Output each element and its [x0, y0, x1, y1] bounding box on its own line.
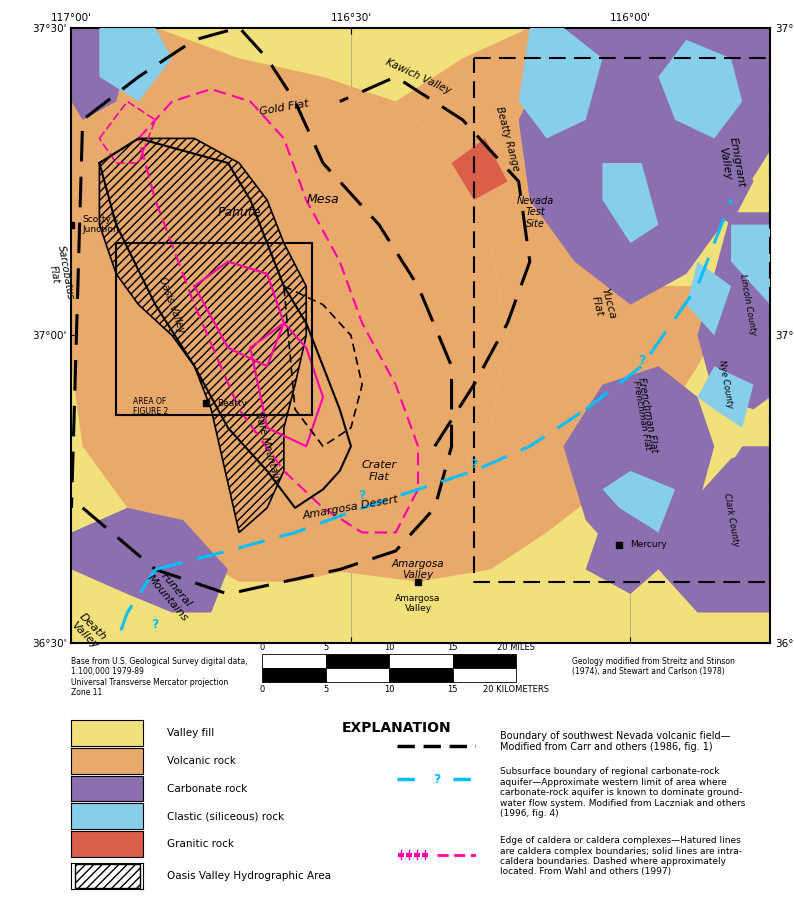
Text: Oasis Valley: Oasis Valley [157, 275, 187, 335]
Text: 15: 15 [447, 642, 458, 652]
Polygon shape [518, 28, 603, 139]
Polygon shape [75, 864, 140, 888]
Polygon shape [603, 471, 675, 532]
Text: ?: ? [433, 773, 441, 786]
Text: Emigrant
Valley: Emigrant Valley [716, 136, 746, 190]
Polygon shape [395, 28, 715, 366]
Polygon shape [71, 28, 507, 582]
Text: Carbonate rock: Carbonate rock [167, 784, 247, 793]
Text: Beatty Range: Beatty Range [494, 105, 521, 172]
Polygon shape [697, 212, 770, 409]
Text: Frenchman Flat: Frenchman Flat [636, 377, 659, 454]
Text: Frenchman Flat: Frenchman Flat [631, 380, 652, 451]
Polygon shape [697, 366, 754, 427]
Polygon shape [518, 28, 770, 304]
Text: Amargosa
Valley: Amargosa Valley [391, 559, 445, 580]
Text: Clark County: Clark County [722, 493, 740, 548]
Text: Crater
Flat: Crater Flat [361, 460, 396, 482]
Text: 20 MILES: 20 MILES [497, 642, 535, 652]
Text: Mesa: Mesa [306, 194, 339, 207]
Text: Base from U.S. Geological Survey digital data,
1:100,000 1979-89
Universal Trans: Base from U.S. Geological Survey digital… [71, 657, 248, 698]
Bar [116, 244, 312, 415]
Text: 5: 5 [323, 685, 328, 694]
Polygon shape [658, 447, 770, 613]
Text: Bare Mountain: Bare Mountain [253, 411, 281, 482]
Polygon shape [71, 28, 127, 119]
Text: Pahute: Pahute [218, 206, 261, 219]
Polygon shape [99, 28, 172, 101]
Text: Nye County: Nye County [717, 360, 734, 410]
Text: Oasis Valley Hydrographic Area: Oasis Valley Hydrographic Area [167, 871, 331, 880]
Text: Kawich Valley: Kawich Valley [384, 57, 453, 96]
Polygon shape [452, 139, 507, 200]
Text: Scotty's
Junction: Scotty's Junction [83, 215, 119, 234]
Polygon shape [658, 40, 742, 139]
Polygon shape [323, 286, 715, 582]
Text: Gold Flat: Gold Flat [258, 98, 310, 117]
Text: Amargosa Desert: Amargosa Desert [303, 494, 399, 521]
Text: Volcanic rock: Volcanic rock [167, 756, 236, 766]
Text: Death
Valley: Death Valley [68, 611, 108, 651]
Text: ?: ? [638, 354, 646, 367]
Text: 10: 10 [384, 685, 395, 694]
Text: Sarcobatus
Flat: Sarcobatus Flat [45, 244, 75, 303]
Text: 5: 5 [323, 642, 328, 652]
Text: Geology modified from Streitz and Stinson
(1974), and Stewart and Carlson (1978): Geology modified from Streitz and Stinso… [572, 657, 734, 676]
Text: 20 KILOMETERS: 20 KILOMETERS [483, 685, 549, 694]
Text: Granitic rock: Granitic rock [167, 839, 233, 848]
Text: 15: 15 [447, 685, 458, 694]
Polygon shape [686, 262, 731, 335]
Text: Lincoln County: Lincoln County [738, 273, 757, 336]
Text: Clastic (siliceous) rock: Clastic (siliceous) rock [167, 811, 284, 821]
Text: Boundary of southwest Nevada volcanic field—
Modified from Carr and others (1986: Boundary of southwest Nevada volcanic fi… [500, 731, 730, 753]
Text: ?: ? [358, 489, 366, 502]
Text: Mercury: Mercury [630, 540, 667, 550]
Polygon shape [564, 366, 715, 570]
Polygon shape [71, 508, 228, 613]
Text: Yucca
Flat: Yucca Flat [588, 287, 617, 323]
Text: Funeral
Mountains: Funeral Mountains [145, 565, 198, 623]
Text: ?: ? [152, 618, 159, 631]
Text: Nevada
Test
Site: Nevada Test Site [517, 196, 554, 229]
Text: Edge of caldera or caldera complexes—Hatured lines
are caldera complex boundarie: Edge of caldera or caldera complexes—Hat… [500, 836, 742, 877]
Text: 0: 0 [260, 685, 264, 694]
Polygon shape [686, 101, 754, 224]
Polygon shape [603, 163, 658, 243]
Polygon shape [586, 520, 658, 594]
Text: 10: 10 [384, 642, 395, 652]
Text: 0: 0 [260, 642, 264, 652]
Text: Beatty: Beatty [217, 399, 247, 408]
Text: ?: ? [470, 459, 478, 471]
Text: Subsurface boundary of regional carbonate-rock
aquifer—Approximate western limit: Subsurface boundary of regional carbonat… [500, 767, 746, 818]
Text: Amargosa
Valley: Amargosa Valley [395, 594, 441, 614]
Text: EXPLANATION: EXPLANATION [342, 721, 452, 735]
Text: AREA OF
FIGURE 2: AREA OF FIGURE 2 [133, 397, 168, 416]
Text: Valley fill: Valley fill [167, 729, 214, 738]
Polygon shape [731, 224, 770, 304]
Polygon shape [71, 58, 156, 224]
Polygon shape [715, 447, 770, 532]
